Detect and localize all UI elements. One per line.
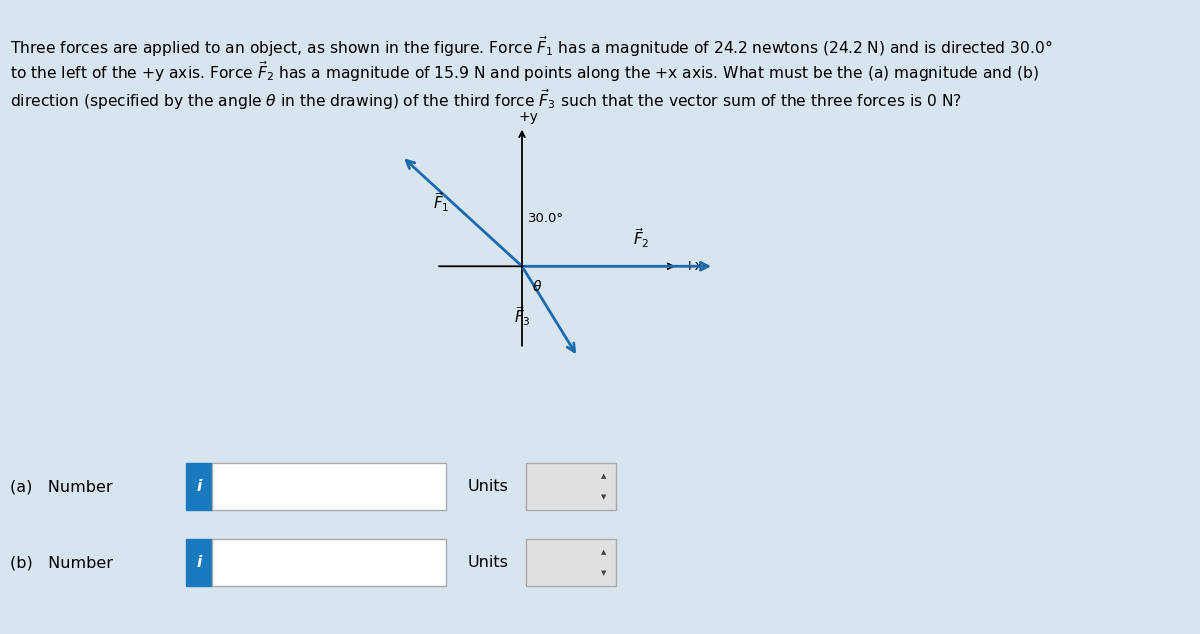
Text: (b)   Number: (b) Number [10, 555, 113, 570]
Text: i: i [197, 479, 202, 494]
FancyBboxPatch shape [526, 539, 616, 586]
Text: $\vec{F}_1$: $\vec{F}_1$ [433, 190, 450, 214]
Text: (a)   Number: (a) Number [10, 479, 113, 494]
Text: ▼: ▼ [601, 570, 606, 576]
Text: ▲: ▲ [601, 473, 606, 479]
FancyBboxPatch shape [186, 539, 212, 586]
Text: to the left of the +y axis. Force $\vec{F}_2$ has a magnitude of 15.9 N and poin: to the left of the +y axis. Force $\vec{… [10, 60, 1038, 84]
FancyBboxPatch shape [212, 539, 446, 586]
Text: ▼: ▼ [601, 494, 606, 500]
Text: ▲: ▲ [601, 549, 606, 555]
FancyBboxPatch shape [186, 463, 212, 510]
FancyBboxPatch shape [212, 463, 446, 510]
Text: Three forces are applied to an object, as shown in the figure. Force $\vec{F}_1$: Three forces are applied to an object, a… [10, 35, 1052, 59]
Text: 30.0°: 30.0° [528, 212, 564, 225]
FancyBboxPatch shape [526, 463, 616, 510]
Text: $\theta$: $\theta$ [532, 279, 542, 294]
Text: +x: +x [684, 259, 704, 273]
Text: $\vec{F}_2$: $\vec{F}_2$ [632, 227, 649, 250]
Text: +y: +y [518, 110, 538, 124]
Text: Units: Units [468, 479, 509, 494]
Text: Units: Units [468, 555, 509, 570]
Text: direction (specified by the angle $\theta$ in the drawing) of the third force $\: direction (specified by the angle $\thet… [10, 87, 961, 112]
Text: $\vec{F}_3$: $\vec{F}_3$ [514, 304, 530, 328]
Text: i: i [197, 555, 202, 570]
